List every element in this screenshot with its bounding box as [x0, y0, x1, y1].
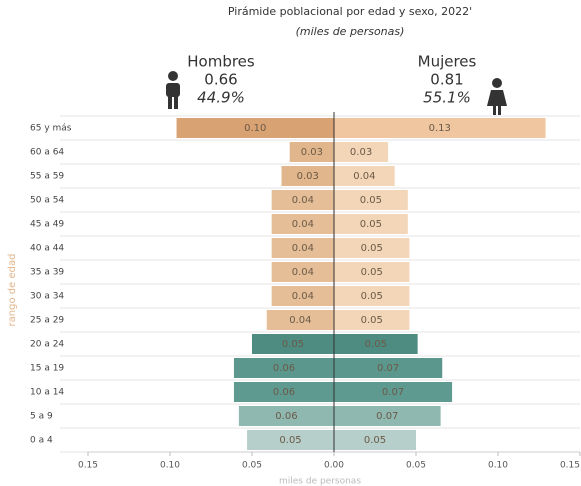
bar [334, 310, 410, 330]
x-axis-label: miles de personas [279, 477, 361, 486]
bar [334, 286, 410, 306]
bar [334, 262, 410, 282]
value-label: 0.03 [350, 147, 372, 158]
value-label: 0.04 [292, 219, 314, 230]
bar [334, 166, 395, 186]
y-tick-label: 35 a 39 [30, 268, 64, 278]
y-tick-label: 60 a 64 [30, 148, 64, 158]
value-label: 0.07 [376, 411, 398, 422]
chart-subtitle: (miles de personas) [296, 25, 405, 38]
share: 55.1% [423, 89, 471, 107]
bar [334, 118, 546, 138]
x-tick-label: 0.05 [406, 461, 426, 471]
value-label: 0.05 [361, 291, 383, 302]
value-label: 0.05 [282, 339, 304, 350]
bar [334, 406, 441, 426]
y-tick-label: 25 a 29 [30, 316, 64, 326]
value-label: 0.05 [364, 435, 386, 446]
value-label: 0.05 [361, 243, 383, 254]
value-label: 0.07 [382, 387, 404, 398]
bar [233, 358, 334, 378]
bar [233, 382, 334, 402]
bar [271, 286, 334, 306]
y-tick-label: 40 a 44 [30, 244, 64, 254]
value-label: 0.06 [273, 387, 295, 398]
value-label: 0.05 [360, 219, 382, 230]
value-label: 0.05 [361, 315, 383, 326]
bar [334, 142, 389, 162]
y-tick-label: 30 a 34 [30, 292, 64, 302]
value-label: 0.07 [377, 363, 399, 374]
bar [334, 358, 443, 378]
bar [266, 310, 334, 330]
bar [238, 406, 334, 426]
value-label: 0.05 [279, 435, 301, 446]
value-label: 0.13 [429, 123, 451, 134]
value-label: 0.06 [275, 411, 297, 422]
bar [289, 142, 334, 162]
value-label: 0.03 [301, 147, 323, 158]
total: 0.66 [204, 71, 237, 89]
x-tick-label: 0.10 [160, 461, 180, 471]
value-label: 0.04 [292, 243, 314, 254]
female-icon [487, 78, 507, 115]
x-tick-label: 0.15 [78, 461, 98, 471]
share: 44.9% [197, 89, 245, 107]
bar [252, 334, 334, 354]
value-label: 0.05 [360, 195, 382, 206]
bar [334, 334, 418, 354]
value-label: 0.04 [353, 171, 375, 182]
bar [271, 238, 334, 258]
total: 0.81 [430, 71, 463, 89]
bar [247, 430, 334, 450]
bar [176, 118, 334, 138]
value-label: 0.05 [361, 267, 383, 278]
y-tick-label: 20 a 24 [30, 340, 64, 350]
x-tick-label: 0.10 [488, 461, 508, 471]
value-label: 0.04 [292, 195, 314, 206]
x-tick-label: 0.15 [560, 461, 580, 471]
bar [281, 166, 334, 186]
chart-title: Pirámide poblacional por edad y sexo, 20… [228, 5, 472, 18]
bar [334, 190, 408, 210]
y-tick-label: 55 a 59 [30, 172, 64, 182]
bar [271, 190, 334, 210]
y-tick-label: 5 a 9 [30, 412, 53, 422]
bar [271, 262, 334, 282]
bar [271, 214, 334, 234]
legend-name: Mujeres [418, 53, 477, 71]
x-tick-label: 0.05 [242, 461, 262, 471]
value-label: 0.04 [292, 267, 314, 278]
value-label: 0.04 [292, 291, 314, 302]
y-tick-label: 15 a 19 [30, 364, 64, 374]
bar [334, 238, 410, 258]
legend-name: Hombres [187, 53, 255, 71]
value-label: 0.05 [365, 339, 387, 350]
bar [334, 214, 408, 234]
y-tick-label: 65 y más [30, 124, 72, 134]
y-tick-label: 45 a 49 [30, 220, 64, 230]
x-tick-label: 0.00 [324, 461, 344, 471]
bar [334, 382, 453, 402]
value-label: 0.06 [273, 363, 295, 374]
male-icon [166, 71, 180, 109]
y-tick-label: 10 a 14 [30, 388, 64, 398]
value-label: 0.03 [297, 171, 319, 182]
y-axis-label: rango de edad [7, 254, 18, 327]
value-label: 0.10 [244, 123, 266, 134]
y-tick-label: 50 a 54 [30, 196, 64, 206]
y-tick-label: 0 a 4 [30, 436, 53, 446]
value-label: 0.04 [289, 315, 311, 326]
bar [334, 430, 416, 450]
